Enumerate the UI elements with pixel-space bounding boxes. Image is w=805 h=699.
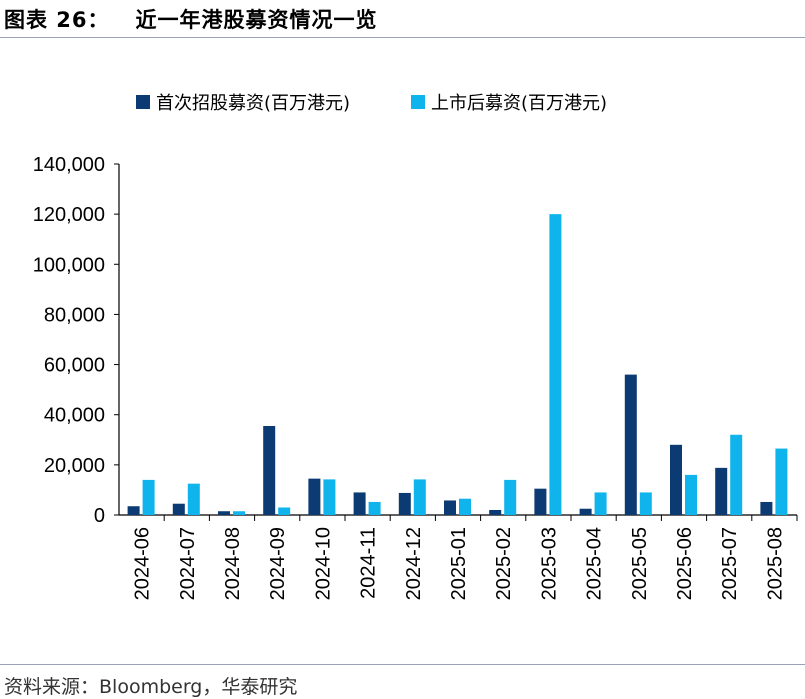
bar-followon-2024-07 <box>187 483 200 515</box>
bar-ipo-2025-08 <box>760 501 773 515</box>
y-tick-label: 40,000 <box>44 405 105 427</box>
x-tick-label: 2024-09 <box>267 527 289 600</box>
bar-followon-2025-07 <box>730 434 743 515</box>
y-tick-label: 60,000 <box>44 355 105 377</box>
bar-chart: 首次招股募资(百万港元) 上市后募资(百万港元) 0 20,000 40,000 60,0… <box>33 93 798 600</box>
bar-followon-2024-08 <box>233 511 245 515</box>
bar-ipo-2024-12 <box>398 492 411 515</box>
bar-ipo-2025-04 <box>579 508 592 515</box>
x-tick-label: 2025-05 <box>629 527 651 600</box>
bar-ipo-2024-10 <box>308 478 321 515</box>
y-tick-label: 20,000 <box>44 455 105 477</box>
bar-ipo-2025-02 <box>489 509 502 515</box>
bar-followon-2025-01 <box>459 498 471 515</box>
y-tick-label: 140,000 <box>33 154 105 176</box>
bar-followon-2024-06 <box>142 479 155 515</box>
bar-ipo-2025-03 <box>534 488 547 515</box>
x-tick-label: 2024-08 <box>222 527 244 600</box>
y-tick-label: 120,000 <box>33 204 105 226</box>
x-tick-label: 2025-02 <box>493 527 515 600</box>
bar-followon-2025-04 <box>594 492 607 515</box>
legend-label-1: 首次招股募资(百万港元) <box>156 93 350 114</box>
x-tick-label: 2025-01 <box>448 527 470 600</box>
x-tick-label: 2025-06 <box>674 527 696 600</box>
bar-followon-2025-05 <box>639 492 652 515</box>
x-tick-label: 2025-03 <box>538 527 560 600</box>
figure-title-text: 近一年港股募资情况一览 <box>135 8 378 32</box>
x-tick-label: 2024-12 <box>403 527 425 600</box>
bottom-rule <box>0 664 805 665</box>
bar-ipo-2025-05 <box>624 374 637 515</box>
x-tick-label: 2024-07 <box>177 527 199 600</box>
bar-followon-2025-06 <box>685 474 697 515</box>
bar-followon-2024-12 <box>413 479 426 515</box>
bar-ipo-2025-01 <box>444 500 456 515</box>
source-note: 资料来源：Bloomberg，华泰研究 <box>4 676 298 698</box>
bar-ipo-2024-09 <box>263 425 276 515</box>
bar-followon-2025-03 <box>549 214 562 515</box>
bar-ipo-2025-07 <box>715 467 728 515</box>
x-tick-label: 2024-11 <box>358 527 380 599</box>
bar-followon-2025-08 <box>775 448 788 515</box>
bar-followon-2024-09 <box>278 507 291 515</box>
bar-ipo-2024-11 <box>353 492 366 515</box>
y-tick-label: 100,000 <box>33 254 105 276</box>
legend-label-2: 上市后募资(百万港元) <box>431 93 607 114</box>
figure-title: 图表 26： 近一年港股募资情况一览 <box>4 4 378 34</box>
y-tick-label: 80,000 <box>44 304 105 326</box>
top-rule <box>0 37 805 38</box>
bar-followon-2024-10 <box>323 479 336 515</box>
bar-ipo-2025-06 <box>670 444 682 515</box>
bar-ipo-2024-06 <box>127 506 140 515</box>
bar-ipo-2024-08 <box>218 511 230 515</box>
x-tick-label: 2024-10 <box>312 527 334 600</box>
legend-swatch-2 <box>411 95 425 109</box>
bar-followon-2024-11 <box>368 501 381 515</box>
x-tick-label: 2025-04 <box>584 527 606 600</box>
x-tick-label: 2025-08 <box>764 527 786 600</box>
x-tick-label: 2025-07 <box>719 527 741 600</box>
x-tick-label: 2024-06 <box>132 527 154 600</box>
bar-ipo-2024-07 <box>172 503 185 515</box>
bar-followon-2025-02 <box>504 479 517 515</box>
figure-label: 图表 26： <box>4 8 110 32</box>
legend-swatch-1 <box>136 95 150 109</box>
y-tick-label: 0 <box>94 505 105 527</box>
